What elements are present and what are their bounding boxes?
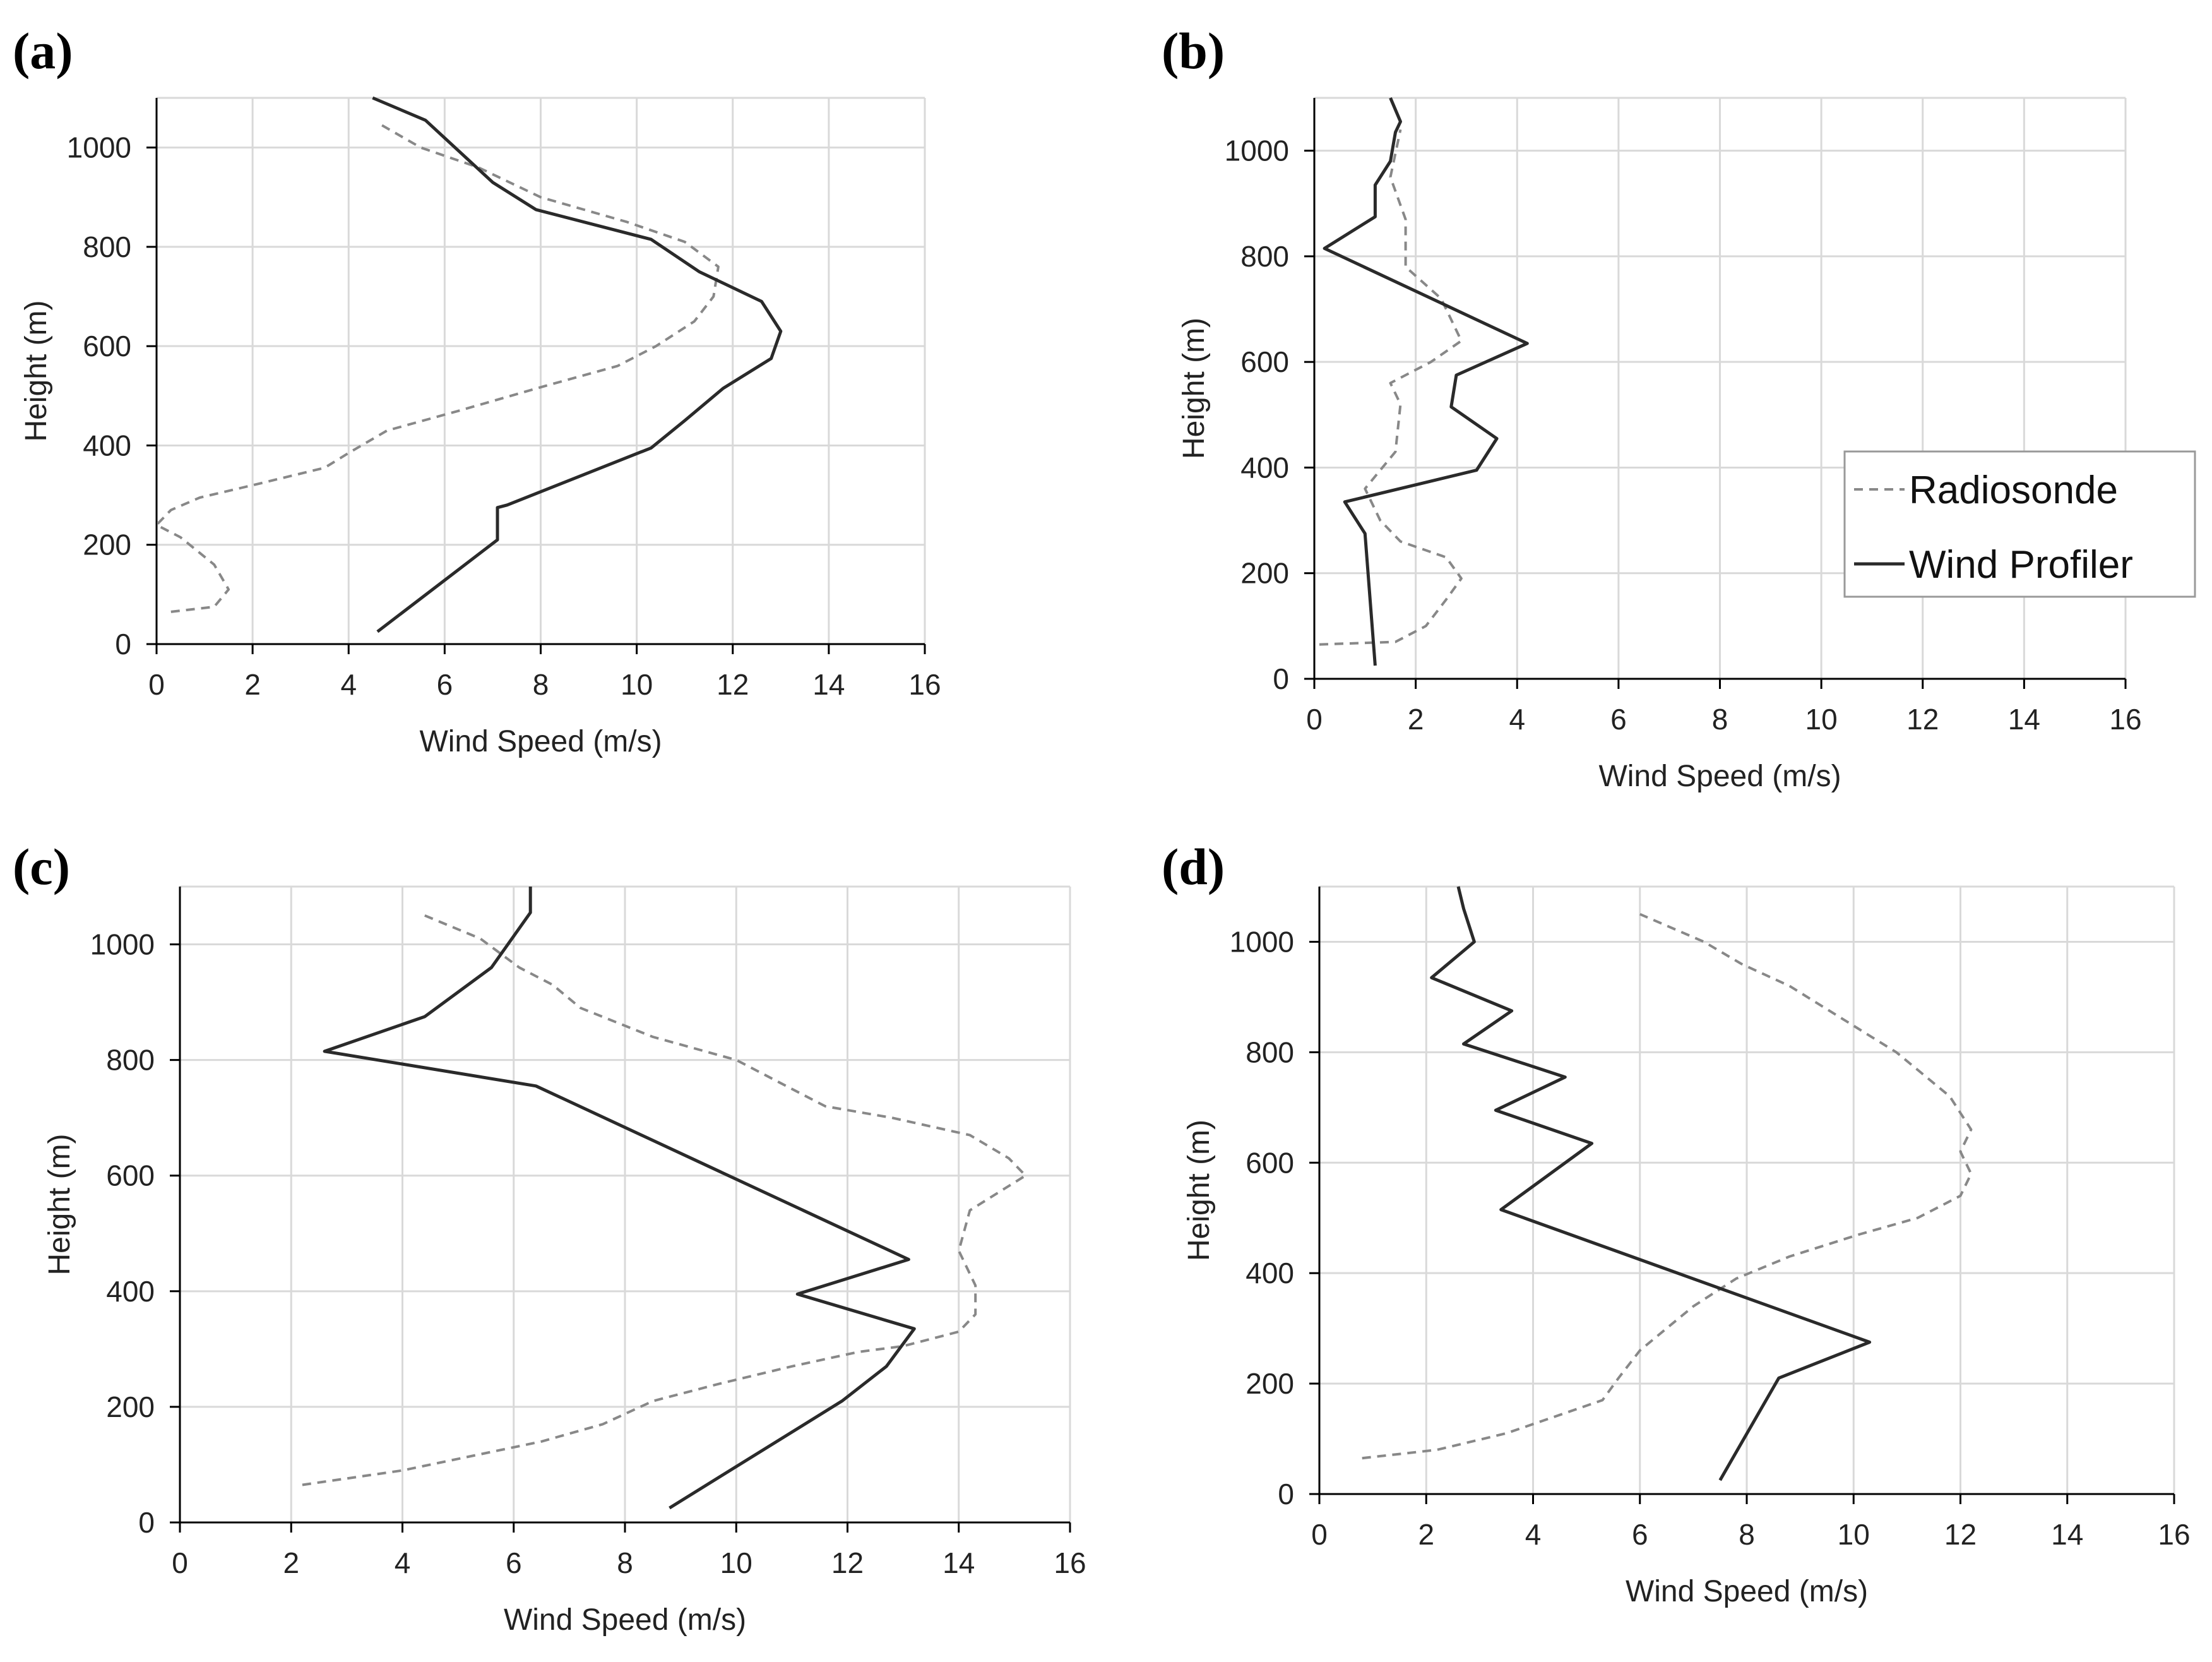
x-tick-label: 4 <box>1509 703 1525 736</box>
x-axis-title: Wind Speed (m/s) <box>504 1603 746 1637</box>
x-tick-label: 16 <box>2109 703 2141 736</box>
legend-label-wind-profiler: Wind Profiler <box>1909 543 2133 587</box>
y-tick-label: 800 <box>1240 240 1289 273</box>
chart-panel-d: (d) 0 2 4 6 8 10 12 14 16 0 200 400 600 800 1000 Wind S… <box>1106 831 2212 1662</box>
y-tick-label: 0 <box>138 1506 155 1539</box>
radiosonde-line <box>1362 912 1973 1460</box>
x-tick-label: 2 <box>283 1546 299 1579</box>
panel-label-d: (d) <box>1162 838 1225 895</box>
y-tick-label: 200 <box>83 529 131 561</box>
panel-label-b: (b) <box>1162 22 1225 80</box>
panel-label-a: (a) <box>13 22 73 80</box>
panel-label-c: (c) <box>13 838 71 895</box>
y-tick-label: 200 <box>106 1390 155 1423</box>
x-tick-label: 12 <box>1906 703 1939 736</box>
y-tick-label: 800 <box>106 1044 155 1077</box>
x-tick-label: 14 <box>2008 703 2040 736</box>
y-axis-title: Height (m) <box>43 1133 76 1275</box>
x-tick-label: 4 <box>340 668 357 701</box>
y-tick-label: 0 <box>115 628 131 661</box>
wind-profiler-line <box>323 887 916 1510</box>
x-tick-label: 2 <box>244 668 261 701</box>
y-tick-label: 1000 <box>90 928 155 961</box>
radiosonde-line <box>155 121 720 613</box>
x-tick-label: 12 <box>831 1546 864 1579</box>
y-axis-title: Height (m) <box>20 300 53 441</box>
x-tick-label: 10 <box>1838 1518 1870 1551</box>
chart-panel-a: (a) 0 2 4 6 8 10 12 14 16 0 200 400 600 800 1000 Wind S… <box>0 0 1106 831</box>
y-tick-label: 200 <box>1246 1367 1294 1400</box>
x-tick-label: 10 <box>621 668 653 701</box>
x-tick-label: 2 <box>1408 703 1424 736</box>
x-tick-label: 0 <box>172 1546 188 1579</box>
x-axis-title: Wind Speed (m/s) <box>419 725 662 758</box>
y-tick-label: 400 <box>106 1275 155 1308</box>
line-chart-a: 0 2 4 6 8 10 12 14 16 0 200 400 600 800 1000 Wind Speed… <box>20 96 941 758</box>
y-tick-label: 600 <box>106 1159 155 1192</box>
x-tick-label: 16 <box>908 668 941 701</box>
x-tick-label: 0 <box>1306 703 1323 736</box>
x-axis-title: Wind Speed (m/s) <box>1598 760 1841 793</box>
x-tick-label: 8 <box>533 668 549 701</box>
radiosonde-line <box>302 914 1027 1486</box>
y-tick-label: 0 <box>1273 662 1289 695</box>
y-tick-label: 400 <box>1240 451 1289 484</box>
y-axis-title: Height (m) <box>1177 318 1211 459</box>
x-tick-label: 6 <box>1632 1518 1648 1551</box>
x-tick-label: 4 <box>395 1546 411 1579</box>
x-tick-label: 10 <box>720 1546 752 1579</box>
chart-panel-b: (b) 0 2 4 6 8 10 12 14 16 0 200 400 600 800 1000 Wind S… <box>1106 0 2212 831</box>
y-axis-title: Height (m) <box>1182 1120 1216 1261</box>
wind-profiler-line <box>372 96 783 633</box>
y-tick-label: 200 <box>1240 557 1289 590</box>
legend-label-radiosonde: Radiosonde <box>1909 469 2118 512</box>
line-chart-c: 0 2 4 6 8 10 12 14 16 0 200 400 600 800 1000 Wind Speed… <box>43 885 1086 1637</box>
line-chart-b: 0 2 4 6 8 10 12 14 16 0 200 400 600 800 1000 Wind Speed… <box>1177 97 2196 793</box>
x-tick-label: 4 <box>1525 1518 1542 1551</box>
line-chart-d: 0 2 4 6 8 10 12 14 16 0 200 400 600 800 1000 Wind Speed… <box>1182 885 2191 1608</box>
y-tick-label: 1000 <box>67 131 131 164</box>
x-tick-label: 12 <box>1944 1518 1977 1551</box>
wind-profiler-line <box>1430 886 1872 1481</box>
x-tick-label: 8 <box>1739 1518 1755 1551</box>
x-tick-label: 6 <box>437 668 453 701</box>
x-tick-label: 16 <box>1054 1546 1086 1579</box>
y-tick-label: 400 <box>1246 1257 1294 1289</box>
x-tick-label: 0 <box>1311 1518 1328 1551</box>
x-axis-title: Wind Speed (m/s) <box>1626 1575 1868 1608</box>
x-tick-label: 14 <box>812 668 845 701</box>
y-tick-label: 600 <box>1240 345 1289 378</box>
x-tick-label: 14 <box>942 1546 975 1579</box>
y-tick-label: 0 <box>1278 1478 1294 1510</box>
wind-profiler-line <box>1323 97 1529 666</box>
chart-panel-c: (c) 0 2 4 6 8 10 12 14 16 0 200 400 600 800 1000 Wind S… <box>0 831 1106 1662</box>
x-tick-label: 16 <box>2158 1518 2190 1551</box>
x-tick-label: 10 <box>1805 703 1838 736</box>
x-tick-label: 6 <box>1610 703 1627 736</box>
x-tick-label: 6 <box>506 1546 522 1579</box>
x-tick-label: 8 <box>1712 703 1728 736</box>
y-tick-label: 600 <box>83 330 131 362</box>
y-tick-label: 400 <box>83 429 131 462</box>
y-tick-label: 600 <box>1246 1146 1294 1179</box>
y-tick-label: 800 <box>83 230 131 263</box>
radiosonde-line <box>1319 129 1463 646</box>
x-tick-label: 14 <box>2051 1518 2083 1551</box>
x-tick-label: 12 <box>717 668 749 701</box>
y-tick-label: 800 <box>1246 1036 1294 1068</box>
x-tick-label: 8 <box>617 1546 633 1579</box>
legend-box <box>1843 450 2196 598</box>
y-tick-label: 1000 <box>1225 135 1289 167</box>
y-tick-label: 1000 <box>1230 925 1294 958</box>
x-tick-label: 2 <box>1418 1518 1434 1551</box>
x-tick-label: 0 <box>148 668 165 701</box>
